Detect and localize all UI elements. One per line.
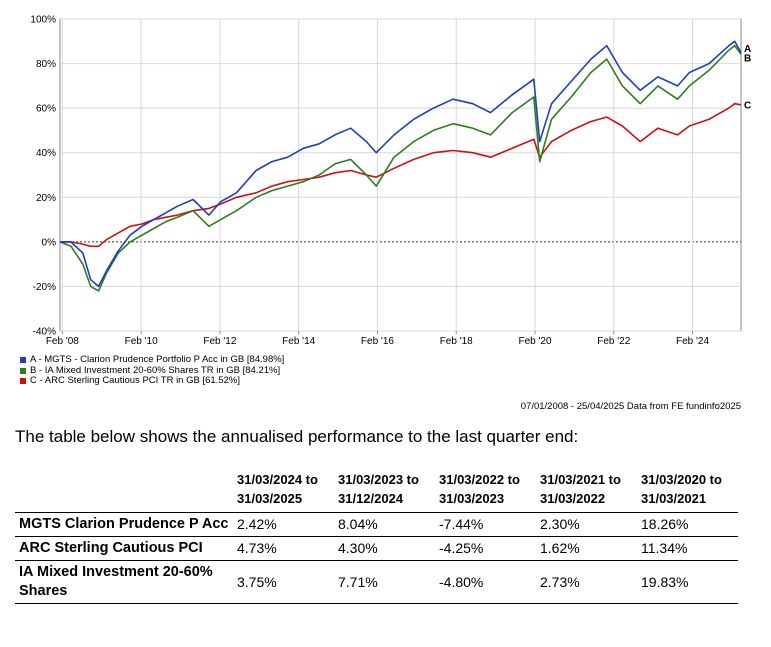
legend-swatch-c	[20, 378, 26, 385]
x-tick-label: Feb '12	[203, 336, 236, 347]
legend-label-b: B - IA Mixed Investment 20-60% Shares TR…	[30, 364, 281, 376]
performance-value: 2.73%	[540, 573, 580, 590]
table-intro-text: The table below shows the annualised per…	[15, 427, 579, 446]
header-period-4: 31/03/2021 to 31/03/2022	[540, 472, 621, 506]
series-line-b	[59, 44, 742, 292]
legend-entry-c: C - ARC Sterling Cautious PCI TR in GB […	[20, 375, 284, 387]
performance-value: 2.30%	[540, 516, 580, 532]
fund-name: IA Mixed Investment 20-60% Shares	[19, 564, 213, 599]
y-tick-label: 20%	[36, 193, 56, 204]
header-period-2: 31/03/2023 to 31/12/2024	[338, 472, 419, 506]
table-row: MGTS Clarion Prudence P Acc 2.42% 8.04% …	[15, 513, 738, 537]
legend-label-a: A - MGTS - Clarion Prudence Portfolio P …	[30, 354, 285, 365]
x-tick-label: Feb '18	[440, 336, 473, 347]
legend-label-c: C - ARC Sterling Cautious PCI TR in GB […	[30, 375, 240, 386]
performance-value: 1.62%	[540, 540, 580, 556]
table-header-row: 31/03/2024 to 31/03/2025 31/03/2023 to 3…	[15, 468, 738, 513]
performance-chart: 100% 80% 60% 40% 20% 0% -20% -40%Feb '08 Feb '10…	[30, 15, 751, 348]
annualised-performance-table: 31/03/2024 to 31/03/2025 31/03/2023 to 3…	[15, 468, 738, 604]
end-label-b: B	[744, 54, 751, 65]
performance-value: 2.42%	[237, 516, 277, 532]
header-fund-column	[15, 468, 233, 513]
performance-value: 7.71%	[338, 573, 378, 590]
x-tick-label: Feb '14	[282, 336, 315, 347]
x-tick-label: Feb '22	[597, 336, 630, 347]
performance-value: 19.83%	[641, 573, 689, 590]
y-tick-label: -40%	[33, 327, 56, 338]
performance-value: 3.75%	[237, 573, 277, 590]
legend-entry-b: B - IA Mixed Investment 20-60% Shares TR…	[20, 364, 284, 377]
x-tick-label: Feb '10	[125, 336, 158, 347]
fund-name: ARC Sterling Cautious PCI	[19, 540, 203, 556]
table-row: IA Mixed Investment 20-60% Shares 3.75% …	[15, 561, 738, 604]
plot-area	[59, 18, 742, 332]
performance-value: 8.04%	[338, 516, 378, 532]
performance-value: 4.30%	[338, 540, 378, 556]
y-tick-label: 100%	[30, 15, 56, 26]
header-period-1: 31/03/2024 to 31/03/2025	[237, 472, 318, 506]
end-label-c: C	[744, 100, 751, 111]
y-tick-label: 40%	[36, 148, 56, 159]
performance-value: -4.80%	[439, 573, 484, 590]
end-label-a: A	[744, 44, 751, 55]
performance-value: 11.34%	[641, 540, 688, 556]
fund-name: MGTS Clarion Prudence P Acc	[19, 516, 229, 532]
header-period-5: 31/03/2020 to 31/03/2021	[641, 472, 722, 506]
x-tick-label: Feb '20	[518, 336, 551, 347]
y-tick-label: -20%	[33, 282, 56, 293]
x-tick-label: Feb '08	[46, 336, 79, 347]
y-tick-label: 80%	[36, 59, 56, 70]
performance-value: -7.44%	[439, 516, 484, 532]
chart-legend: A - MGTS - Clarion Prudence Portfolio P …	[20, 354, 285, 387]
series-line-a	[60, 40, 742, 288]
y-tick-label: 60%	[36, 104, 56, 115]
table-row: ARC Sterling Cautious PCI 4.73% 4.30% -4…	[15, 537, 738, 561]
legend-swatch-b	[20, 367, 26, 374]
performance-value: 18.26%	[641, 516, 689, 532]
data-source-note: 07/01/2008 - 25/04/2025 Data from FE fun…	[520, 401, 741, 412]
performance-value: -4.25%	[439, 540, 484, 556]
x-tick-label: Feb '24	[676, 336, 709, 347]
y-tick-label: 0%	[42, 237, 57, 248]
performance-value: 4.73%	[237, 540, 277, 556]
legend-entry-a: A - MGTS - Clarion Prudence Portfolio P …	[20, 354, 285, 366]
x-tick-label: Feb '16	[361, 336, 394, 347]
legend-swatch-a	[20, 357, 26, 364]
header-period-3: 31/03/2022 to 31/03/2023	[439, 472, 520, 506]
